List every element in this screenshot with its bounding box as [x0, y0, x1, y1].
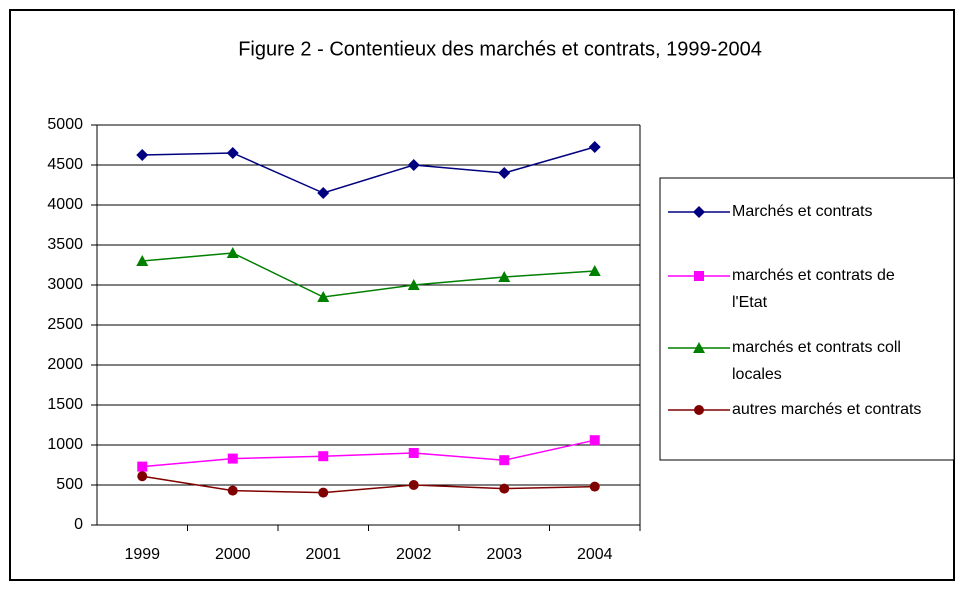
marker [498, 271, 511, 282]
marker [407, 159, 420, 171]
marker [226, 147, 239, 159]
marker [588, 141, 601, 153]
legend-box [659, 177, 955, 461]
marker [318, 451, 329, 462]
marker [589, 481, 600, 492]
x-tick-label: 2002 [396, 546, 432, 563]
marker [588, 265, 601, 276]
marker [136, 149, 149, 161]
marker [318, 487, 329, 498]
marker [693, 342, 705, 353]
series-line [142, 475, 595, 494]
marker [693, 206, 705, 218]
y-tick-label: 500 [56, 476, 83, 493]
marker [317, 187, 330, 199]
y-tick-label: 2500 [47, 316, 83, 333]
marker [589, 435, 600, 446]
y-tick-label: 3000 [47, 276, 83, 293]
marker [137, 461, 148, 472]
y-tick-label: 0 [74, 516, 83, 533]
y-tick-label: 1500 [47, 396, 83, 413]
marker [498, 167, 511, 179]
series-line [142, 439, 595, 468]
marker [227, 485, 238, 496]
marker [408, 480, 419, 490]
marker [499, 483, 510, 494]
y-tick-label: 4000 [47, 196, 83, 213]
y-tick-label: 3500 [47, 236, 83, 253]
marker [694, 271, 704, 281]
marker [408, 448, 419, 458]
marker [407, 279, 420, 290]
legend-label: Marchés et contrats [732, 203, 873, 220]
x-tick-label: 2001 [305, 546, 341, 563]
series-line [142, 146, 595, 194]
legend-label: marchés et contrats coll locales [732, 339, 901, 383]
legend-label: autres marchés et contrats [732, 401, 922, 418]
marker [694, 405, 704, 415]
x-tick-label: 2000 [215, 546, 251, 563]
y-tick-label: 1000 [47, 436, 83, 453]
legend-label: marchés et contrats de l'Etat [732, 267, 895, 311]
marker [226, 247, 239, 258]
y-tick-label: 2000 [47, 356, 83, 373]
y-tick-label: 4500 [47, 156, 83, 173]
marker [137, 471, 148, 482]
marker [317, 291, 330, 302]
y-tick-label: 5000 [47, 116, 83, 133]
marker [499, 455, 510, 466]
x-tick-label: 2004 [577, 546, 613, 563]
marker [227, 453, 238, 464]
x-tick-label: 1999 [124, 546, 160, 563]
marker [136, 255, 149, 266]
x-tick-label: 2003 [486, 546, 522, 563]
series-line [142, 252, 595, 298]
chart-title: Figure 2 - Contentieux des marchés et co… [238, 38, 762, 60]
